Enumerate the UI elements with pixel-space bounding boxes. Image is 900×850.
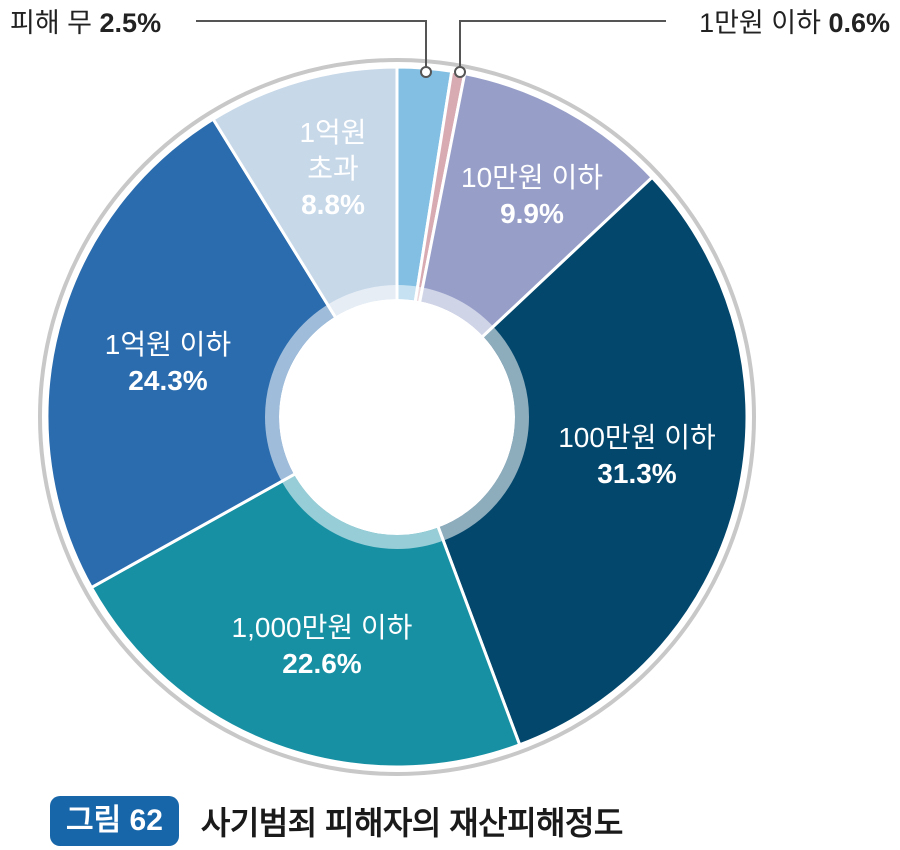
slice-label-4: 1,000만원 이하 22.6% [232, 612, 413, 679]
figure-caption: 그림 62 사기범죄 피해자의 재산피해정도 [50, 796, 623, 846]
slice-value-label: 8.8% [301, 189, 365, 220]
slice-label-2: 10만원 이하 9.9% [461, 162, 603, 229]
donut-hole [279, 299, 515, 535]
slice-3 [395, 175, 749, 747]
slice-value-label: 9.9% [500, 198, 564, 229]
slice-category-label: 1,000만원 이하 [232, 612, 413, 643]
slice-value-label: 24.3% [128, 365, 207, 396]
slice-label-5: 1억원 이하 24.3% [105, 329, 231, 396]
slice-category-label: 초과 [307, 153, 359, 184]
callout-line-1 [459, 20, 666, 72]
slice-category-label: 10만원 이하 [461, 162, 603, 193]
callout-dot-0 [420, 66, 432, 78]
slice-category-label: 1억원 이하 [105, 329, 231, 360]
slice-5 [45, 117, 400, 590]
slice-category-label: 100만원 이하 [558, 422, 716, 453]
outer-ring [38, 58, 756, 776]
chart-title: 사기범죄 피해자의 재산피해정도 [200, 805, 623, 841]
figure-label: 그림 62 [50, 796, 179, 846]
slice-category-label: 1억원 [299, 117, 366, 148]
callout-label-0: 피해 무 2.5% [10, 8, 161, 38]
inner-ring [265, 285, 529, 549]
slice-value-label: 31.3% [597, 458, 676, 489]
callout-label-1: 1만원 이하 0.6% [699, 8, 890, 38]
slice-value-label: 22.6% [282, 648, 361, 679]
slice-label-3: 100만원 이하 31.3% [558, 422, 716, 489]
callout-line-0 [196, 20, 427, 72]
callout-dot-1 [454, 66, 466, 78]
